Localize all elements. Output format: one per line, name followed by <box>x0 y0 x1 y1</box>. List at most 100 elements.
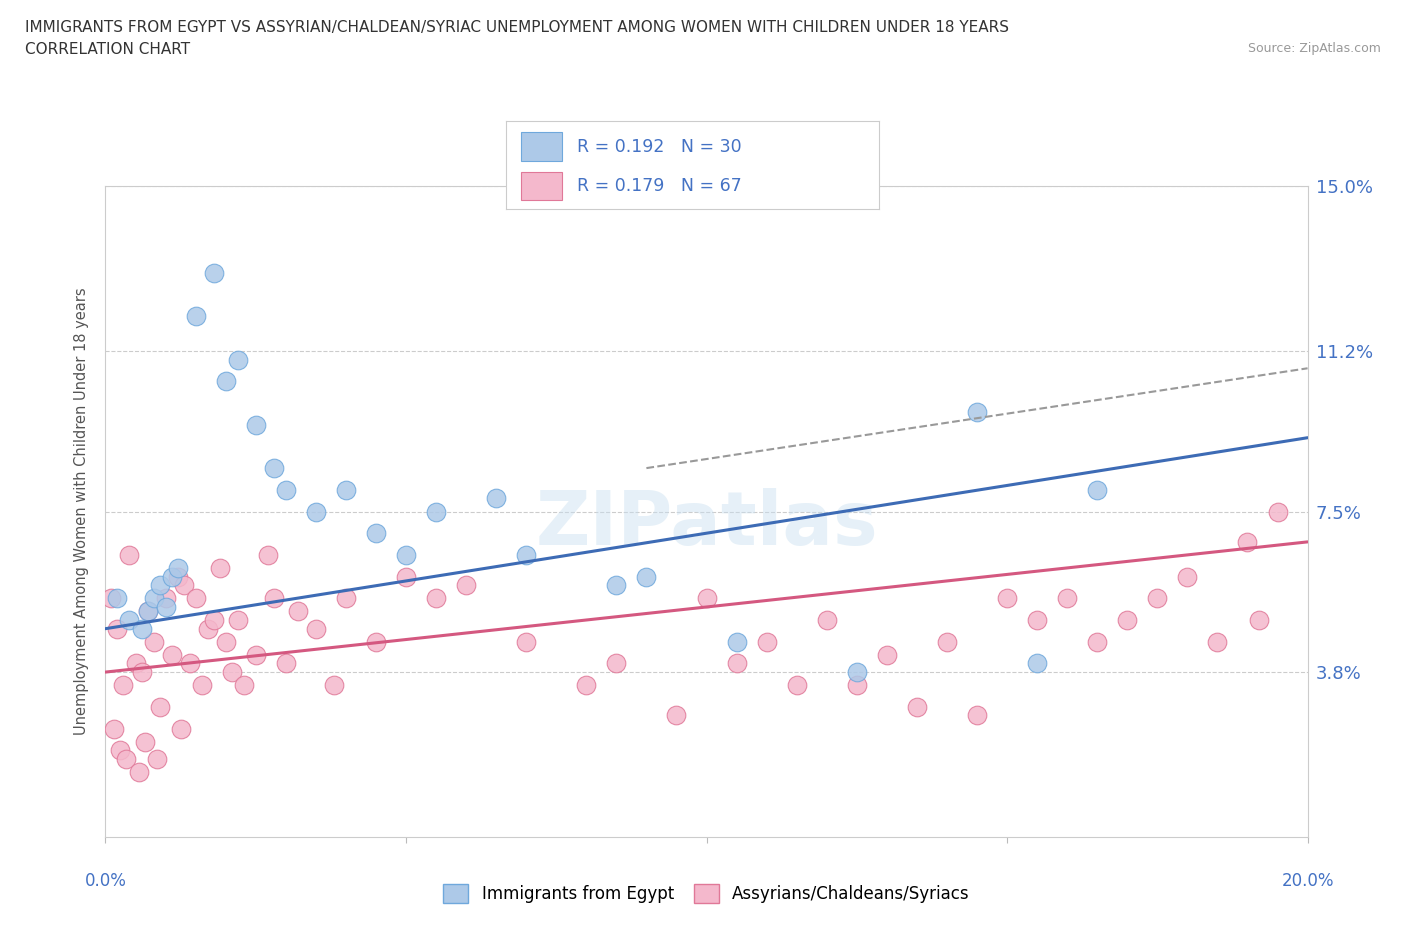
Text: 0.0%: 0.0% <box>84 872 127 890</box>
Point <box>995 591 1018 605</box>
Point <box>305 504 328 519</box>
Point <box>274 483 297 498</box>
Text: R = 0.192   N = 30: R = 0.192 N = 30 <box>576 138 741 155</box>
Point <box>966 405 988 419</box>
Point <box>134 734 156 749</box>
Point <box>179 656 201 671</box>
Legend: Immigrants from Egypt, Assyrians/Chaldeans/Syriacs: Immigrants from Egypt, Assyrians/Chaldea… <box>437 878 976 910</box>
Point <box>456 578 478 592</box>
Point <box>142 591 165 605</box>
Point <box>131 665 153 680</box>
Point <box>128 764 150 779</box>
Point <box>166 569 188 584</box>
Bar <box>522 132 562 161</box>
Point <box>160 569 183 584</box>
Point <box>107 591 129 605</box>
Point <box>148 699 170 714</box>
Point <box>263 591 285 605</box>
Point <box>876 647 898 662</box>
Point <box>221 665 243 680</box>
Point <box>1249 613 1271 628</box>
Text: CORRELATION CHART: CORRELATION CHART <box>25 42 190 57</box>
Text: IMMIGRANTS FROM EGYPT VS ASSYRIAN/CHALDEAN/SYRIAC UNEMPLOYMENT AMONG WOMEN WITH : IMMIGRANTS FROM EGYPT VS ASSYRIAN/CHALDE… <box>25 20 1010 35</box>
Point <box>107 621 129 636</box>
Point <box>936 634 959 649</box>
Point <box>256 548 278 563</box>
Point <box>1267 504 1289 519</box>
Point <box>1085 483 1108 498</box>
Bar <box>522 172 562 201</box>
Point <box>118 548 141 563</box>
Point <box>1026 656 1049 671</box>
Point <box>815 613 838 628</box>
Point <box>845 678 868 693</box>
Point <box>190 678 212 693</box>
Point <box>226 352 249 367</box>
Point <box>100 591 122 605</box>
Point <box>696 591 718 605</box>
Point <box>274 656 297 671</box>
Point <box>1146 591 1168 605</box>
Point <box>232 678 254 693</box>
Point <box>287 604 309 618</box>
Point <box>845 665 868 680</box>
Point <box>1236 535 1258 550</box>
Point <box>364 634 387 649</box>
Point <box>725 656 748 671</box>
Point <box>214 374 236 389</box>
Point <box>184 591 207 605</box>
Point <box>173 578 195 592</box>
Point <box>1206 634 1229 649</box>
Point <box>245 647 267 662</box>
Point <box>364 525 387 540</box>
Point <box>118 613 141 628</box>
Point <box>425 504 447 519</box>
Point <box>110 743 132 758</box>
Point <box>263 460 285 475</box>
Point <box>155 600 177 615</box>
Text: ZIPatlas: ZIPatlas <box>536 488 877 561</box>
Point <box>115 751 138 766</box>
Point <box>515 548 537 563</box>
Point <box>124 656 146 671</box>
Point <box>208 561 231 576</box>
Text: 20.0%: 20.0% <box>1281 872 1334 890</box>
Point <box>515 634 537 649</box>
Point <box>214 634 236 649</box>
Point <box>136 604 159 618</box>
Point <box>1056 591 1078 605</box>
Point <box>322 678 344 693</box>
Point <box>636 569 658 584</box>
Point <box>245 418 267 432</box>
Point <box>1026 613 1049 628</box>
Point <box>136 604 159 618</box>
Text: Source: ZipAtlas.com: Source: ZipAtlas.com <box>1247 42 1381 55</box>
Point <box>155 591 177 605</box>
Point <box>1175 569 1198 584</box>
Point <box>131 621 153 636</box>
Point <box>605 578 627 592</box>
Point <box>305 621 328 636</box>
Point <box>725 634 748 649</box>
Point <box>103 721 125 736</box>
Point <box>202 265 225 280</box>
Point <box>905 699 928 714</box>
Point <box>142 634 165 649</box>
Point <box>665 708 688 723</box>
Point <box>485 491 508 506</box>
Point <box>966 708 988 723</box>
Point <box>202 613 225 628</box>
Point <box>605 656 627 671</box>
Point <box>112 678 135 693</box>
Point <box>425 591 447 605</box>
Point <box>395 548 418 563</box>
Point <box>1085 634 1108 649</box>
Point <box>1116 613 1139 628</box>
Point <box>575 678 598 693</box>
Point <box>184 309 207 324</box>
Point <box>786 678 808 693</box>
Point <box>755 634 778 649</box>
Point <box>166 561 188 576</box>
Point <box>197 621 219 636</box>
Text: R = 0.179   N = 67: R = 0.179 N = 67 <box>576 178 742 195</box>
